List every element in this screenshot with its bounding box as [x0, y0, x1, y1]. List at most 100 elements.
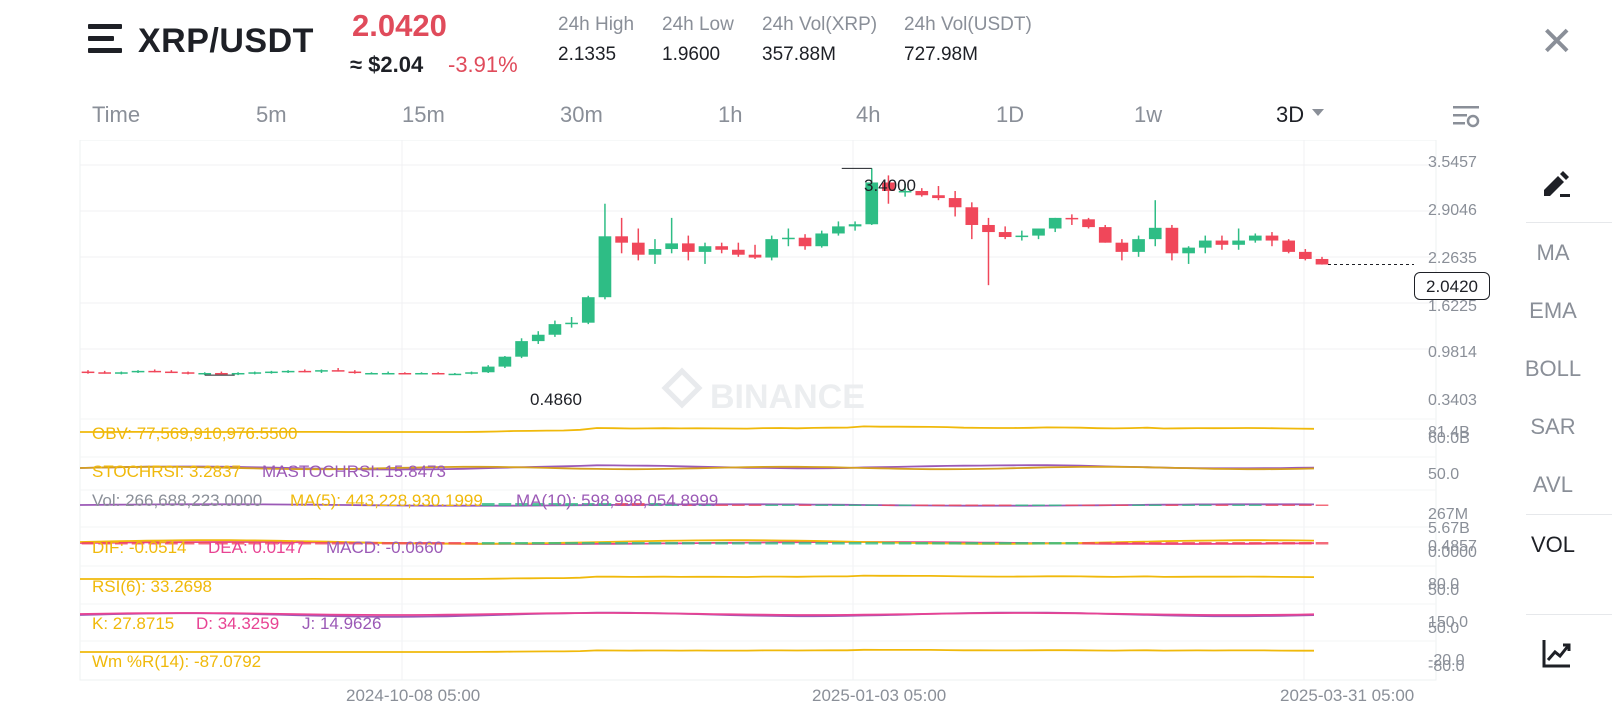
toolbar-divider — [1526, 222, 1612, 223]
tool-sar[interactable]: SAR — [1530, 414, 1576, 439]
close-icon[interactable]: ✕ — [1540, 20, 1574, 64]
macd-histogram-bar — [665, 542, 678, 545]
stat-value-24h-low: 1.9600 — [662, 44, 721, 65]
volume-bar — [1215, 504, 1229, 506]
stoch-line — [79, 465, 1315, 471]
macd-histogram-bar — [1315, 542, 1329, 545]
last-price: 2.0420 — [352, 8, 447, 43]
obv-label: OBV: 77,569,910,976.5500 — [92, 424, 298, 443]
timeframe-15m[interactable]: 15m — [402, 102, 445, 127]
macd-histogram-bar — [832, 542, 845, 545]
volume-bar — [565, 503, 578, 506]
timeframe-1d[interactable]: 1D — [996, 102, 1025, 127]
candle-body — [1115, 242, 1129, 252]
macd-histogram-bar — [798, 542, 812, 545]
stat-label-24h-low: 24h Low — [662, 14, 734, 35]
indicator-chart-icon[interactable] — [1540, 636, 1574, 670]
chart-settings-icon[interactable] — [1452, 104, 1480, 130]
candle-body — [448, 373, 462, 376]
volume-bar — [1132, 504, 1145, 506]
chart-overlays — [204, 167, 1414, 376]
macd-histogram-bar — [815, 542, 829, 545]
chart-grid — [79, 140, 1437, 681]
candle-body — [565, 322, 578, 325]
candle-body — [1032, 228, 1045, 236]
candle-body — [365, 372, 378, 375]
vol-axis-top: 267M — [1428, 506, 1469, 523]
timeframe-3d[interactable]: 3D — [1276, 102, 1325, 128]
candle-body — [865, 182, 879, 225]
macd-histogram-bar — [398, 542, 412, 545]
candle-body — [965, 207, 979, 225]
macd-histogram-bar — [1082, 542, 1095, 545]
menu-icon[interactable] — [88, 24, 122, 54]
price-change-percent: -3.91% — [448, 52, 518, 77]
volume-bar — [848, 504, 862, 506]
macd-histogram-bar — [1098, 542, 1112, 545]
volume-bar — [965, 504, 979, 506]
tool-boll[interactable]: BOLL — [1524, 356, 1582, 381]
candle-body — [665, 243, 678, 250]
indicator-lines — [79, 425, 1329, 653]
candle-body — [398, 372, 412, 375]
macd-histogram-bar — [748, 542, 762, 545]
timeframe-4h[interactable]: 4h — [856, 102, 881, 127]
tool-ma[interactable]: MA — [1536, 240, 1570, 265]
volume-bar — [598, 503, 612, 506]
candle-body — [598, 236, 612, 298]
usd-price: ≈ $2.04 — [350, 52, 424, 77]
candle-body — [1215, 240, 1229, 245]
macd-histogram-bar — [998, 542, 1012, 545]
macd-histogram-bar — [531, 542, 545, 545]
macd-axis-top: 0.4857 — [1428, 538, 1477, 555]
vol-label: Vol: 266,688,223.0000 — [92, 491, 263, 510]
volume-bar — [1198, 504, 1212, 506]
timeframe-1w[interactable]: 1w — [1134, 102, 1163, 127]
stat-label-24h-high: 24h High — [558, 14, 635, 35]
volume-bar — [1182, 504, 1195, 506]
pencil-draw-icon[interactable] — [1540, 166, 1574, 200]
timeframe-5m[interactable]: 5m — [256, 102, 287, 127]
tool-ema[interactable]: EMA — [1529, 298, 1577, 323]
macd-dea-label: DEA: 0.0147 — [208, 538, 305, 557]
macd-histogram-bar — [131, 542, 145, 545]
tool-vol[interactable]: VOL — [1530, 532, 1576, 557]
trading-pair-title[interactable]: XRP/USDT — [138, 22, 314, 60]
candle-body — [1248, 235, 1262, 241]
candle-body — [782, 237, 795, 240]
macd-axis-bottom: 0.0000 — [1428, 544, 1477, 561]
macd-histogram-bar — [615, 542, 628, 545]
volume-bar — [548, 503, 562, 506]
volume-bar — [882, 504, 895, 506]
volume-bar — [1282, 504, 1295, 506]
stat-value-24h-high: 2.1335 — [558, 44, 617, 65]
volume-bar — [681, 504, 695, 506]
chart-area[interactable]: BINANCE — [0, 140, 1500, 720]
y-axis-label: 0.3403 — [1428, 392, 1477, 409]
tool-avl[interactable]: AVL — [1533, 472, 1573, 497]
timeframe-time[interactable]: Time — [92, 102, 141, 127]
macd-histogram-bar — [548, 542, 562, 545]
candle-body — [798, 237, 812, 247]
candle-body — [581, 297, 595, 323]
candle-body — [982, 224, 995, 233]
williams-r-line — [80, 648, 1314, 653]
timeframe-30m[interactable]: 30m — [560, 102, 603, 127]
macd-histogram-bar — [1132, 542, 1145, 545]
macd-histogram-bar — [348, 542, 362, 545]
wr-axis-top: -20.0 — [1428, 652, 1465, 669]
volume-bar — [832, 504, 845, 506]
timeframe-1h[interactable]: 1h — [718, 102, 743, 127]
vol-ma5-label: MA(5): 443,228,930.1999 — [290, 491, 483, 510]
volume-bar — [531, 503, 545, 506]
toolbar-divider — [1526, 514, 1612, 515]
macd-histogram-bar — [1198, 542, 1212, 545]
macd-histogram-bar — [231, 542, 245, 545]
candle-body — [1148, 227, 1162, 240]
volume-bar — [982, 504, 995, 506]
macd-histogram-bar — [1148, 542, 1162, 545]
macd-histogram-bar — [965, 542, 979, 545]
candle-body — [1132, 239, 1145, 252]
y-axis-label: 0.9814 — [1428, 344, 1477, 361]
macd-histogram-bar — [581, 542, 595, 545]
